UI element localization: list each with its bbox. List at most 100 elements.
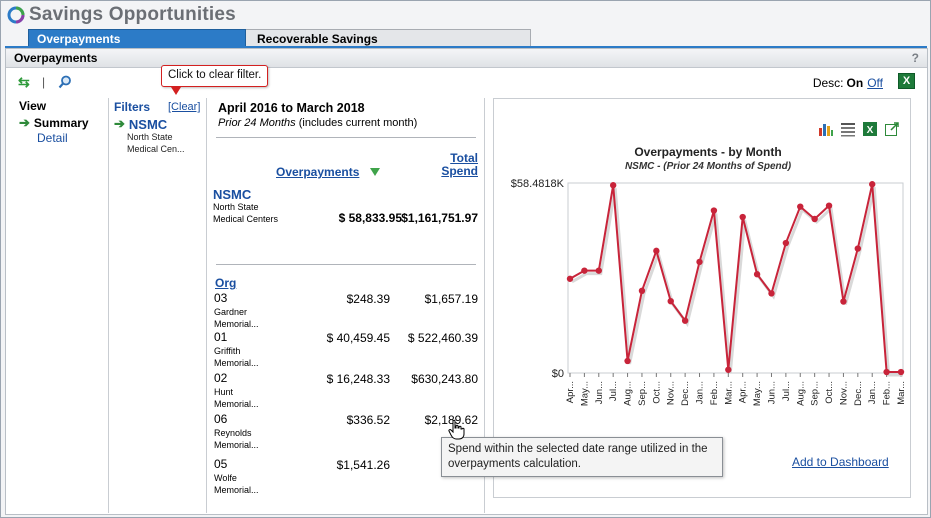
x-tick-label: May... (752, 381, 763, 406)
search-icon[interactable] (58, 75, 72, 89)
x-tick-label: Aug... (623, 381, 634, 406)
org-total-spend: $2,189.62 (424, 413, 478, 427)
data-point (753, 271, 761, 278)
date-range-title: April 2016 to March 2018 (218, 101, 365, 115)
data-point (869, 181, 876, 188)
add-to-dashboard-link[interactable]: Add to Dashboard (792, 455, 889, 469)
chart-title: Overpayments - by Month (634, 145, 782, 159)
series-line (569, 184, 901, 374)
x-tick-label: Aug... (795, 381, 806, 406)
panel-header: Overpayments ? (6, 49, 927, 68)
view-item-summary-label: Summary (33, 116, 89, 130)
x-tick-label: Sep... (637, 381, 648, 406)
x-tick-label: Jan... (695, 381, 706, 404)
org-overpayments: $ 40,459.45 (326, 331, 390, 345)
table-row: 06 Reynolds Memorial... $336.52 $2,189.62 (214, 412, 480, 452)
summary-overpayments: $ 58,833.95 (338, 211, 402, 225)
overpayments-panel: Overpayments ? ⇆ | Desc: On Off X View ➔ S… (5, 48, 928, 515)
data-point (782, 239, 790, 247)
tab-recoverable-savings[interactable]: Recoverable Savings (246, 29, 531, 47)
summary-row-name: North State Medical Centers (213, 201, 278, 225)
x-tick-label: Feb... (709, 381, 720, 405)
filter-arrow-icon: ➔ (114, 116, 125, 131)
view-item-summary[interactable]: ➔ Summary (19, 115, 89, 131)
overpayments-column-header[interactable]: Overpayments (276, 165, 360, 179)
data-point (595, 267, 602, 274)
refresh-icon[interactable]: ⇆ (18, 74, 30, 90)
chart-container: X Overpayments - by Month NSMC - (Prior … (493, 98, 911, 498)
app-header: Savings Opportunities (7, 4, 236, 26)
org-code: 06 (214, 412, 228, 426)
divider (206, 98, 207, 513)
data-point (725, 366, 732, 373)
data-point (624, 357, 631, 365)
data-point (825, 202, 833, 209)
org-code: 05 (214, 457, 228, 471)
popout-icon[interactable] (884, 121, 900, 137)
org-name: Hunt Memorial... (214, 386, 259, 410)
excel-export-icon[interactable]: X (898, 73, 915, 89)
range-sub-italic: Prior 24 Months (218, 117, 296, 129)
org-name: Wolfe Memorial... (214, 472, 259, 496)
filter-value[interactable]: ➔ NSMC (114, 116, 167, 132)
org-code: 03 (214, 291, 228, 305)
x-tick-label: Apr... (738, 381, 749, 403)
x-tick-label: Apr... (565, 381, 576, 403)
tab-underline (5, 46, 927, 48)
x-tick-label: Oct... (824, 381, 835, 404)
filter-value-label: NSMC (128, 116, 168, 132)
toolbar-separator: | (42, 75, 46, 89)
x-tick-label: Mar... (896, 381, 907, 405)
x-tick-label: Jun... (766, 381, 777, 404)
desc-off-link[interactable]: Off (867, 76, 883, 90)
x-tick-label: Feb... (882, 381, 893, 405)
table-row: 01 Griffith Memorial... $ 40,459.45 $ 522… (214, 330, 480, 370)
org-total-spend: $630,243.80 (411, 372, 478, 386)
desc-on: On (846, 76, 864, 90)
desc-label: Desc: (812, 76, 844, 90)
clear-filter-link[interactable]: [Clear] (168, 101, 201, 113)
summary-row-code[interactable]: NSMC (213, 187, 252, 202)
tab-bar: Overpayments Recoverable Savings (28, 29, 531, 47)
data-point (566, 275, 574, 282)
org-name: Griffith Memorial... (214, 345, 259, 369)
org-overpayments: $248.39 (346, 292, 390, 306)
data-point (653, 247, 660, 255)
summary-total-spend: $1,161,751.97 (401, 211, 478, 225)
org-overpayments: $1,541.26 (336, 458, 390, 472)
excel-icon[interactable]: X (862, 121, 878, 137)
data-point (854, 245, 862, 252)
divider (108, 98, 109, 513)
app-title: Savings Opportunities (29, 4, 236, 25)
data-point (609, 182, 617, 189)
data-point (739, 213, 746, 221)
table-row: 02 Hunt Memorial... $ 16,248.33 $630,243.… (214, 371, 480, 411)
view-item-detail[interactable]: Detail (37, 131, 68, 145)
total-header-line-2: Spend (441, 164, 478, 178)
table-view-icon[interactable] (840, 121, 856, 137)
clear-filter-tooltip: Click to clear filter. (161, 65, 269, 87)
filter-sub-line-2: Medical Cen... (127, 144, 185, 154)
org-name-line-1: Hunt (214, 387, 234, 397)
x-tick-label: Jun... (594, 381, 605, 404)
selected-arrow-icon: ➔ (19, 115, 30, 130)
org-column-header[interactable]: Org (215, 276, 237, 290)
data-point (710, 207, 718, 214)
data-point (883, 368, 890, 376)
filter-value-description: North State Medical Cen... (127, 131, 185, 155)
x-tick-label: Dec... (680, 381, 691, 406)
x-tick-label: May... (579, 381, 590, 406)
table-row: 03 Gardner Memorial... $248.39 $1,657.19 (214, 291, 480, 331)
chart-tools: X (818, 121, 900, 137)
data-point (768, 290, 775, 297)
x-tick-label: Sep... (810, 381, 821, 406)
total-spend-column-header[interactable]: Total Spend (438, 152, 478, 178)
help-icon[interactable]: ? (911, 51, 919, 65)
series-line-shadow (571, 186, 903, 377)
bar-chart-icon[interactable] (818, 121, 834, 137)
data-point (797, 203, 804, 210)
sort-desc-icon (370, 168, 380, 176)
org-total-spend: $1,657.19 (424, 292, 478, 306)
tab-overpayments[interactable]: Overpayments (28, 29, 246, 47)
